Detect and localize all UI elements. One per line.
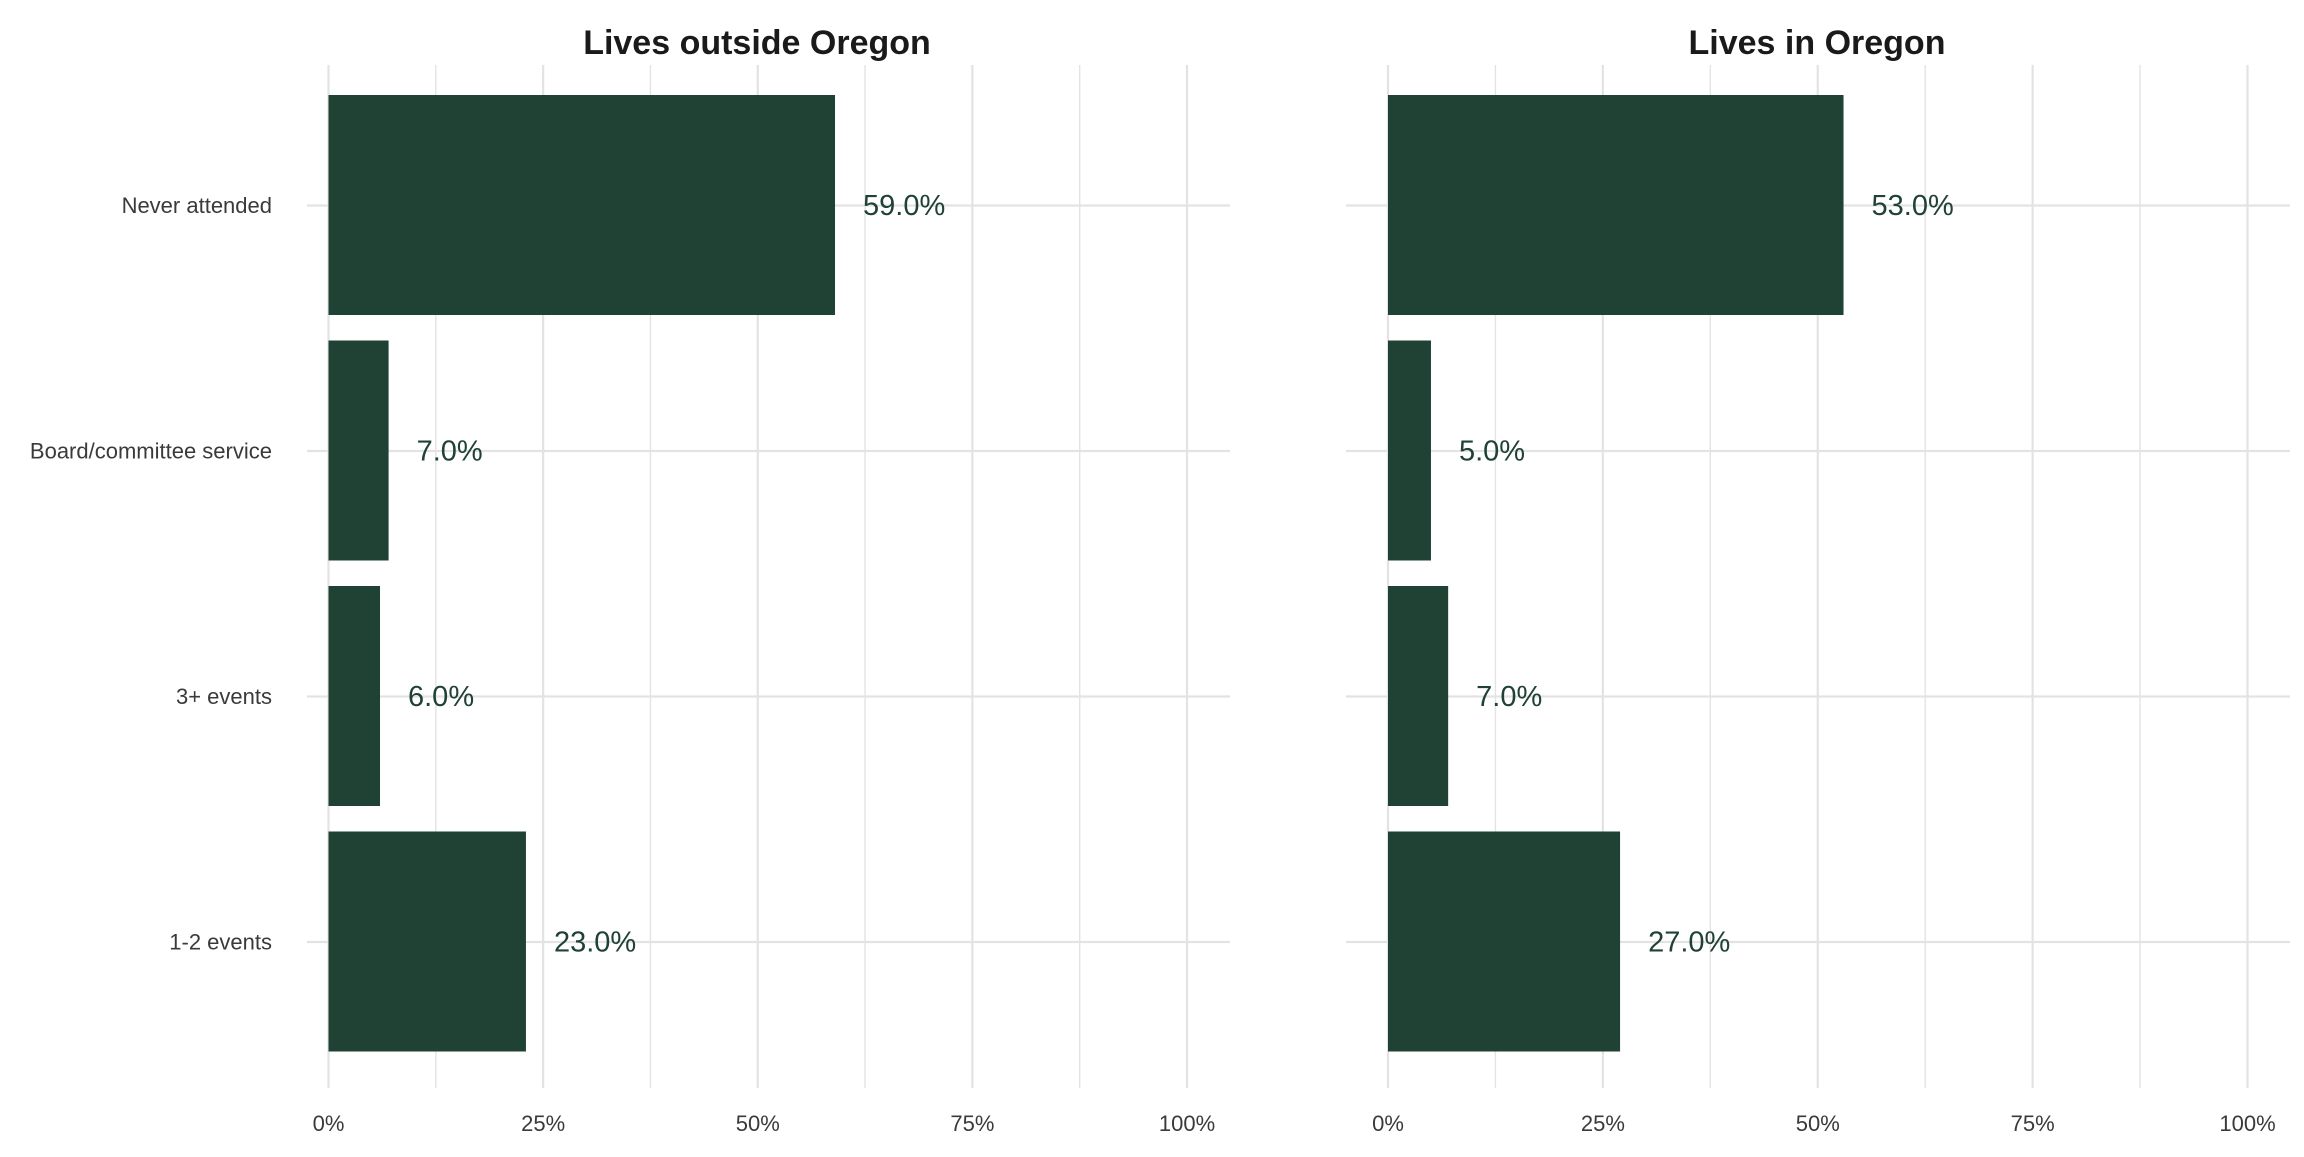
x-tick-label: 25% [521,1111,565,1136]
x-tick-label: 50% [1796,1111,1840,1136]
data-label: 5.0% [1459,436,1525,468]
panel-title: Lives in Oregon [1689,24,1946,62]
x-tick-label: 75% [950,1111,994,1136]
x-tick-label: 100% [2219,1111,2275,1136]
panel-1: 59.0% 7.0% 6.0% 23.0% 0% 25% 50% 75% 100% Lives o… [307,24,1230,1136]
x-tick-label: 0% [1372,1111,1404,1136]
x-tick-label: 100% [1159,1111,1215,1136]
x-tick-label: 25% [1581,1111,1625,1136]
y-category-label: 3+ events [176,684,272,709]
x-tick-label: 75% [2011,1111,2055,1136]
data-label: 53.0% [1872,190,1954,222]
data-label: 59.0% [863,190,945,222]
y-category-label: Never attended [122,193,272,218]
bar-2 [328,340,389,561]
x-tick-label: 50% [736,1111,780,1136]
panel-2: 53.0% 5.0% 7.0% 27.0% 0% 25% 50% 75% 100% Lives i… [1346,24,2290,1136]
x-tick-label: 0% [313,1111,345,1136]
data-label: 27.0% [1648,927,1730,959]
bar-1 [328,95,836,315]
bar-4 [328,831,526,1052]
bar-3 [328,586,381,806]
bar-1 [1388,95,1844,315]
y-category-label: 1-2 events [169,930,272,955]
bar-2 [1388,340,1431,561]
bar-4 [1388,831,1621,1052]
data-label: 23.0% [554,927,636,959]
data-label: 7.0% [1476,681,1542,713]
panel-title: Lives outside Oregon [583,24,931,62]
y-category-label: Board/committee service [30,439,272,464]
data-label: 7.0% [417,436,483,468]
data-label: 6.0% [408,681,474,713]
bar-3 [1388,586,1449,806]
